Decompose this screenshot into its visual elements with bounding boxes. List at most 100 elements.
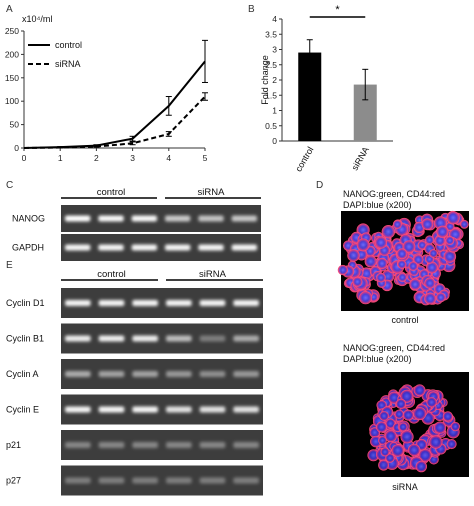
panel-b-y-tick-label: 0.5	[265, 121, 277, 131]
gel-e-band	[132, 442, 158, 448]
micro-cell	[352, 276, 363, 287]
micro-cell	[424, 277, 436, 289]
micro-cell	[380, 447, 390, 457]
panel-a-legend-label-siRNA: siRNA	[55, 59, 81, 69]
panel-a-x-tick-label: 2	[94, 153, 99, 163]
micro-cell	[459, 219, 469, 229]
micro-cell	[397, 272, 408, 282]
panel-a-series	[23, 39, 208, 149]
panel-a-x-tick-label: 4	[166, 153, 171, 163]
micro-cell	[400, 389, 414, 403]
micro-top-label-line1: NANOG:green, CD44:red	[343, 189, 445, 199]
panel-b-bar-chart: Fold change 0 0.5 1 1.5 2 2.5 3 3.5 4 control siR…	[260, 4, 393, 173]
gel-e-gel-strip	[61, 465, 263, 496]
panel-letter-e: E	[6, 260, 13, 271]
micro-cell	[408, 261, 419, 271]
panel-a-x-tick-label: 0	[22, 153, 27, 163]
micro-cell	[429, 249, 438, 258]
panel-a-series-line-siRNA	[23, 95, 206, 149]
gel-e-band	[166, 300, 192, 306]
micro-cell	[347, 249, 360, 262]
gel-e-row-label: Cyclin A	[6, 369, 39, 379]
micro-cell	[391, 444, 404, 457]
micro-bottom-cells	[367, 384, 460, 473]
gel-e-gel-strip	[61, 359, 263, 389]
gel-c-band	[231, 244, 257, 251]
micro-cell	[424, 235, 435, 245]
panel-b-category-label: siRNA	[350, 145, 371, 172]
panel-a-series-line-control	[23, 60, 206, 149]
micro-cell	[378, 459, 389, 471]
micro-cell	[450, 421, 460, 432]
gel-e-group-label-control: control	[97, 269, 126, 280]
micro-cell	[356, 238, 370, 252]
micro-cell	[376, 257, 388, 270]
gel-e-band	[98, 335, 125, 342]
micro-cell	[400, 430, 414, 444]
micro-cell	[402, 409, 414, 421]
micro-cell	[376, 272, 386, 283]
gel-e-band	[199, 300, 226, 306]
micro-cell	[402, 240, 416, 254]
micro-cell	[436, 225, 449, 238]
gel-e-band	[199, 371, 226, 377]
panel-letter-d: D	[316, 180, 323, 191]
micro-cell	[397, 259, 407, 269]
gel-e-gel-strip	[61, 288, 263, 318]
panel-c-gel: control siRNA NANOG GAPDH	[12, 187, 261, 261]
micro-cell	[413, 384, 426, 397]
gel-c-group-label-control: control	[97, 187, 126, 198]
micro-cell	[394, 409, 404, 419]
gel-e-band	[233, 300, 259, 306]
panel-a-line-chart: x10⁴/ml 0 50 100 150 200 250 0 1 2 3 4 5 control siR…	[5, 14, 208, 163]
gel-c-band	[98, 215, 124, 222]
gel-c-band	[65, 215, 91, 222]
micro-cell	[337, 264, 348, 276]
panel-b-y-tick-label: 0	[272, 136, 277, 146]
gel-e-band	[98, 442, 125, 448]
micro-top-label-line2: DAPI:blue (x200)	[343, 200, 412, 210]
panel-b-significance-star: *	[335, 4, 340, 16]
panel-letter-c: C	[6, 180, 13, 191]
panel-b-y-axis-label: Fold change	[260, 55, 270, 105]
gel-c-band	[198, 215, 224, 222]
micro-cell	[424, 292, 437, 305]
gel-e-band	[166, 335, 192, 342]
gel-e-band	[65, 300, 91, 306]
gel-c-band	[98, 244, 124, 251]
panel-b-y-tick-label: 2	[272, 75, 277, 85]
micro-cell	[445, 236, 455, 245]
gel-e-band	[132, 406, 158, 413]
gel-e-band	[65, 335, 91, 342]
micro-cell	[381, 224, 396, 239]
gel-e-band	[199, 335, 226, 342]
micro-top-caption: control	[391, 315, 418, 325]
gel-e-band	[65, 477, 91, 484]
gel-c-band	[198, 244, 224, 251]
panel-a-y-tick-label: 150	[5, 73, 19, 83]
micro-cell	[364, 255, 377, 268]
gel-e-row-label: Cyclin B1	[6, 334, 44, 344]
gel-e-band	[132, 371, 158, 377]
micro-cell	[435, 292, 446, 303]
gel-e-band	[65, 442, 91, 448]
gel-e-row-label: Cyclin D1	[6, 298, 45, 308]
panel-b-bars: control siRNA *	[293, 4, 377, 173]
panel-b-bar-control	[298, 52, 322, 141]
gel-c-band	[165, 215, 191, 222]
micro-cell	[385, 453, 395, 463]
panel-a-y-tick-label: 0	[14, 143, 19, 153]
panel-a-x-tick-label: 5	[203, 153, 208, 163]
gel-e-band	[199, 477, 226, 484]
gel-e-band	[233, 335, 259, 342]
gel-c-band	[131, 215, 157, 222]
panel-a-y-unit: x10⁴/ml	[22, 14, 52, 24]
panel-b-y-tick-label: 2.5	[265, 60, 277, 70]
gel-e-band	[199, 406, 226, 413]
gel-e-band	[233, 406, 259, 413]
micro-cell	[407, 443, 421, 457]
gel-e-band	[233, 371, 259, 377]
micro-cell	[442, 411, 453, 422]
panel-a-y-tick-label: 200	[5, 49, 19, 59]
